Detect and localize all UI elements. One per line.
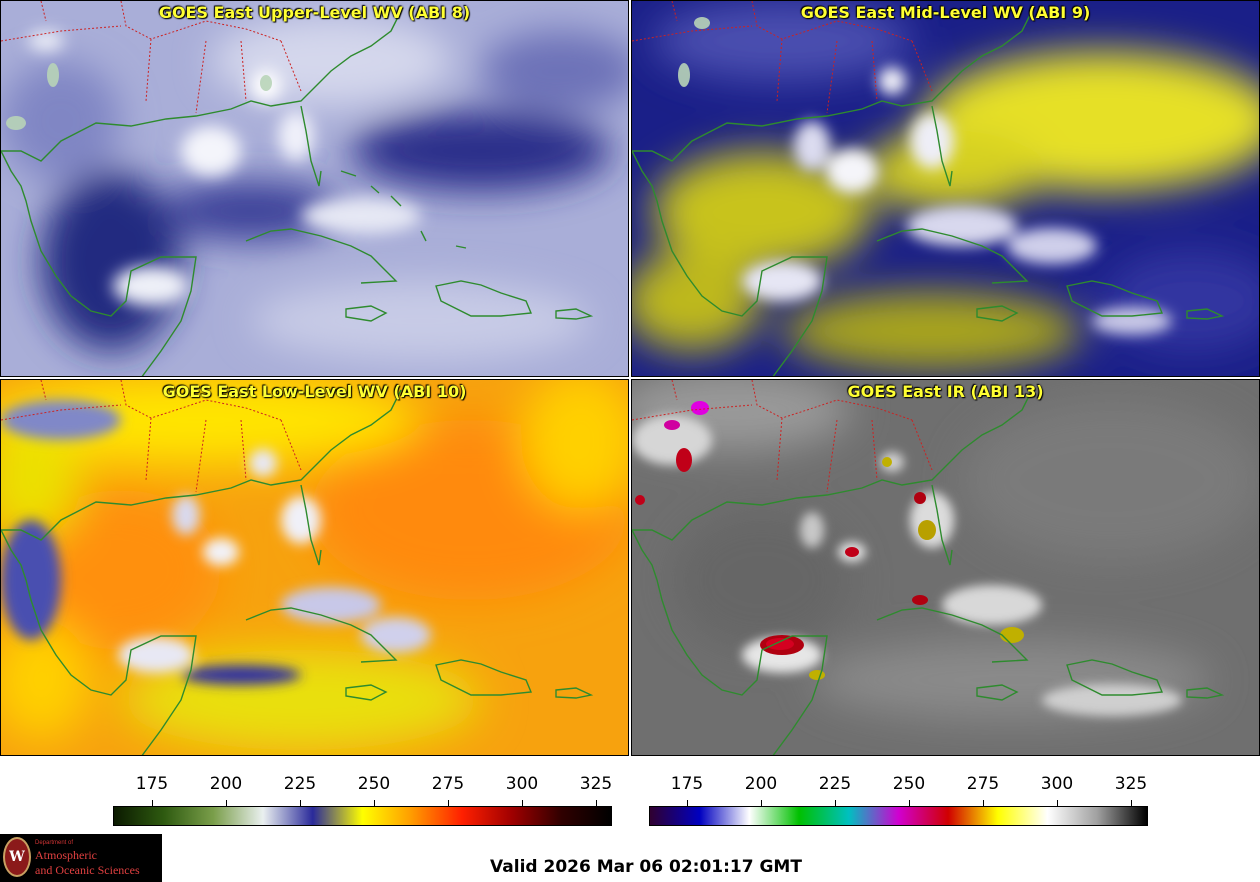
ir-tick-label: 175 [670,774,704,794]
ir-tick-label: 200 [744,774,778,794]
wv-tick-label: 250 [357,774,391,794]
wv-tick-mark [522,800,523,806]
wv-tick-mark [374,800,375,806]
wv-tick-label: 200 [209,774,243,794]
logo-line-2: Atmospheric [35,848,97,862]
ir-tick-mark [835,800,836,806]
low-level-wv-image [1,380,628,755]
panel-low-level-wv: GOES East Low-Level WV (ABI 10) [0,379,629,756]
upper-level-wv-image [1,1,628,376]
ir-tick-label: 225 [818,774,852,794]
ir-tick-mark [983,800,984,806]
panel-mid-level-wv: GOES East Mid-Level WV (ABI 9) [631,0,1260,377]
wv-tick-label: 325 [579,774,613,794]
wv-tick-label: 175 [135,774,169,794]
panel-upper-level-wv: GOES East Upper-Level WV (ABI 8) [0,0,629,377]
ir-tick-mark [1057,800,1058,806]
ir-tick-label: 325 [1114,774,1148,794]
panel-ir: GOES East IR (ABI 13) [631,379,1260,756]
wv-tick-mark [300,800,301,806]
ir-tick-mark [687,800,688,806]
aos-logo: W Department of Atmospheric and Oceanic … [0,834,162,882]
ir-image [632,380,1259,755]
wv-tick-mark [226,800,227,806]
logo-line-1: Department of [35,840,74,846]
ir-tick-label: 300 [1040,774,1074,794]
low-level-wv-title: GOES East Low-Level WV (ABI 10) [162,382,467,401]
upper-level-wv-title: GOES East Upper-Level WV (ABI 8) [158,3,471,22]
wv-tick-mark [596,800,597,806]
ir-tick-label: 250 [892,774,926,794]
ir-tick-mark [909,800,910,806]
wv-tick-mark [152,800,153,806]
ir-tick-mark [761,800,762,806]
wv-tick-mark [448,800,449,806]
wv-colorbar [113,806,612,826]
uw-seal-icon: W [3,837,31,877]
wv-tick-label: 300 [505,774,539,794]
wv-tick-label: 275 [431,774,465,794]
ir-title: GOES East IR (ABI 13) [847,382,1044,401]
logo-line-3: and Oceanic Sciences [35,863,140,877]
mid-level-wv-image [632,1,1259,376]
ir-tick-mark [1131,800,1132,806]
seal-letter: W [9,849,25,865]
ir-tick-label: 275 [966,774,1000,794]
ir-colorbar [649,806,1148,826]
mid-level-wv-title: GOES East Mid-Level WV (ABI 9) [800,3,1091,22]
valid-time: Valid 2026 Mar 06 02:01:17 GMT [490,857,802,877]
wv-tick-label: 225 [283,774,317,794]
